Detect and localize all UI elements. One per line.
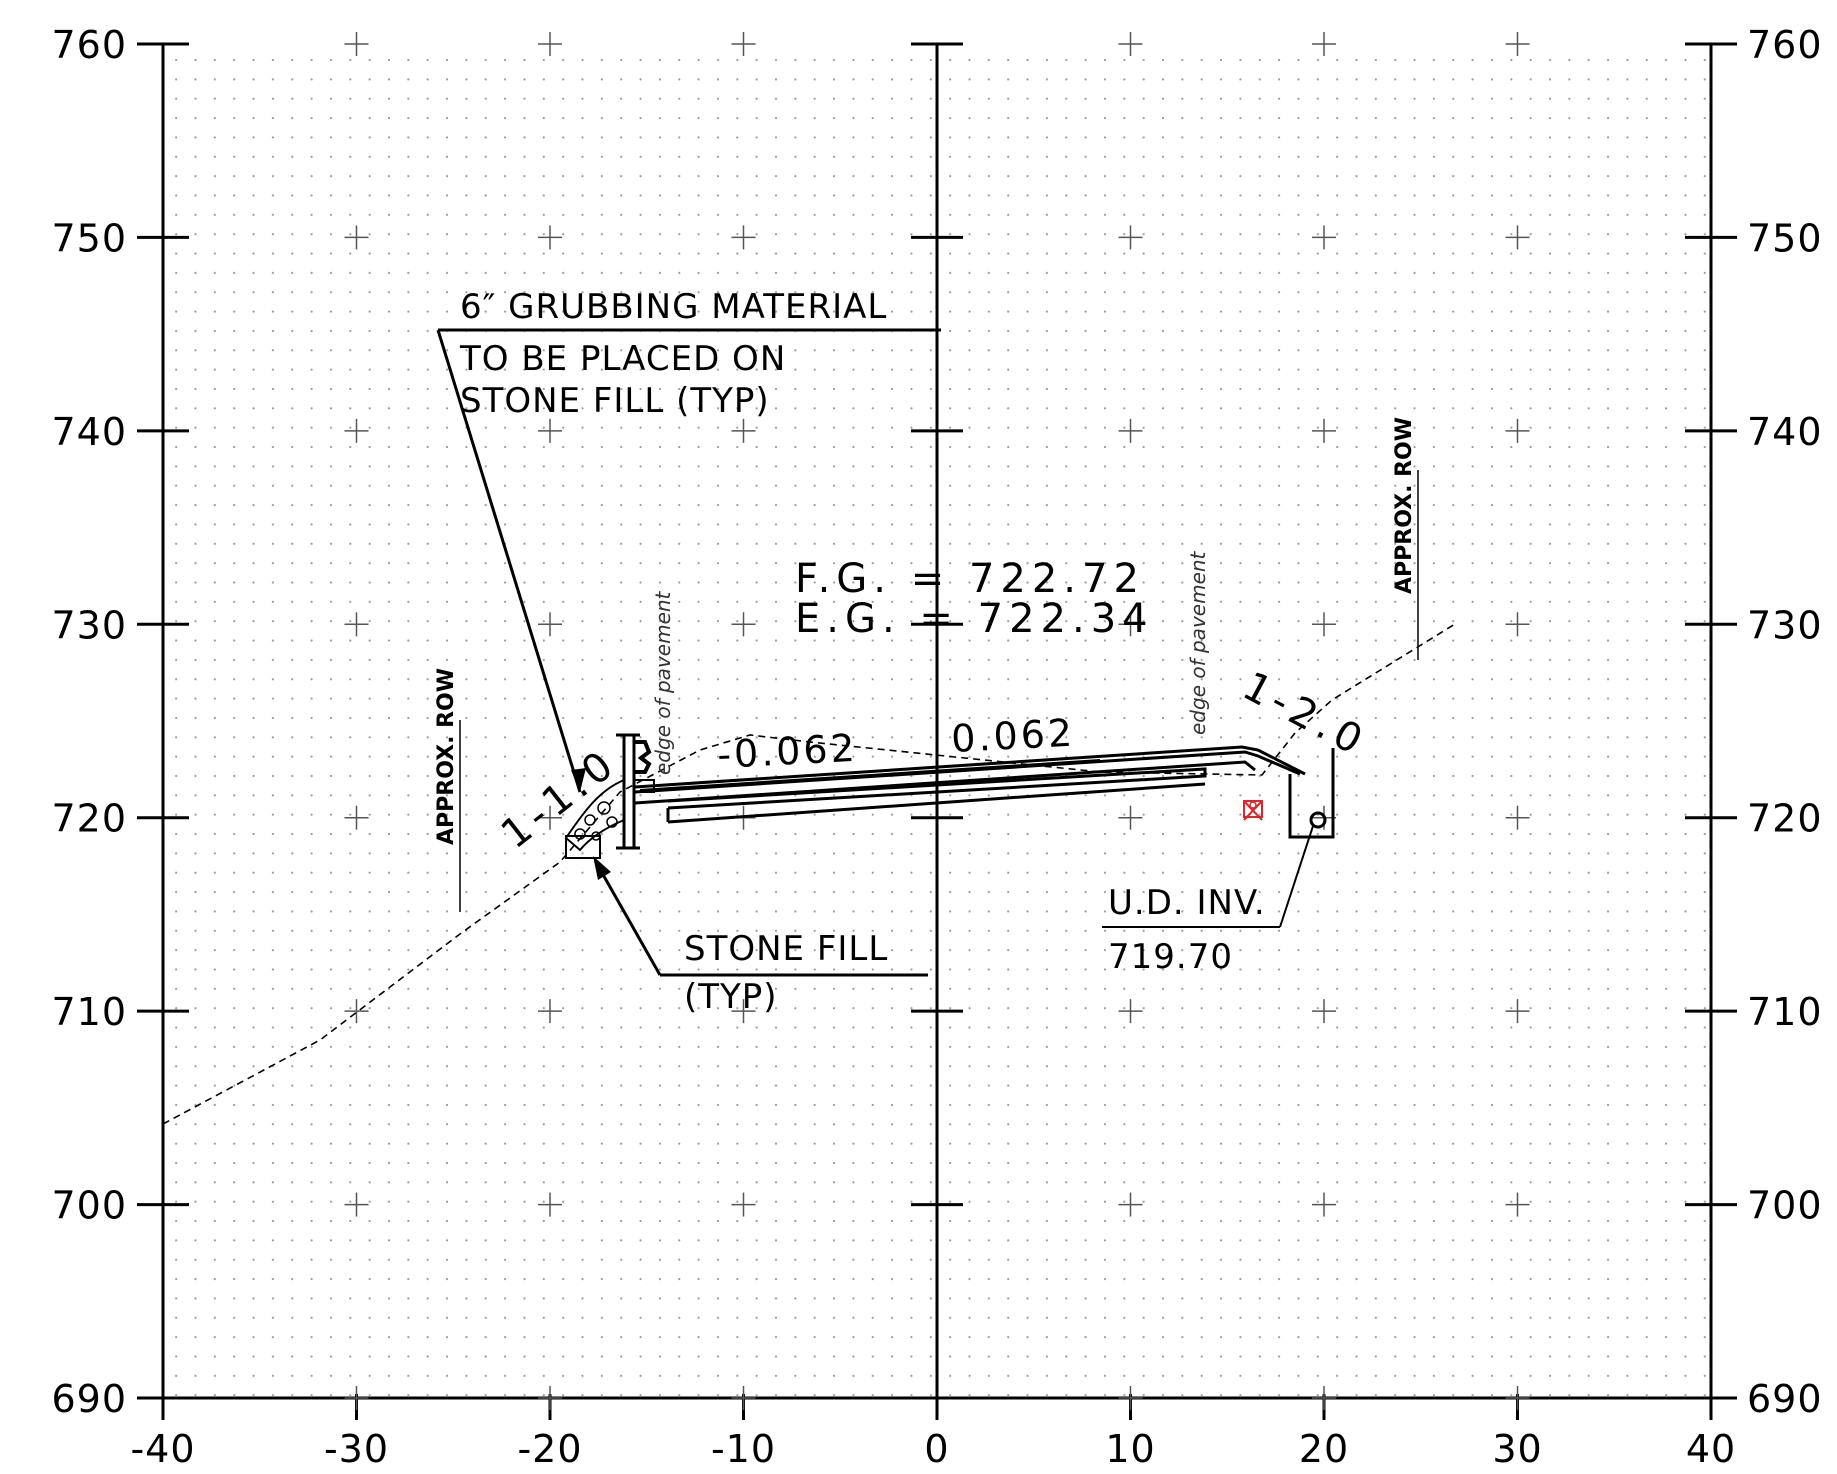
y-tick-label: 730 bbox=[51, 603, 127, 647]
y-tick-label: 750 bbox=[51, 216, 127, 260]
grubbing-note-line3: STONE FILL (TYP) bbox=[460, 381, 770, 421]
y-tick-labels-left: 760 750 740 730 720 710 700 690 bbox=[51, 23, 127, 1421]
slope-left-label: -0.062 bbox=[716, 726, 859, 777]
approx-row-left: APPROX. ROW bbox=[434, 668, 459, 845]
x-tick-labels: -40 -30 -20 -10 0 10 20 30 40 bbox=[130, 1427, 1736, 1471]
tick-marks bbox=[137, 42, 1737, 1420]
y-tick-label: 720 bbox=[1747, 797, 1823, 841]
y-tick-label: 750 bbox=[1747, 216, 1823, 260]
pavement-section bbox=[634, 745, 1306, 824]
y-tick-label: 710 bbox=[1747, 990, 1823, 1034]
x-tick-label: 20 bbox=[1299, 1427, 1349, 1471]
grubbing-leader bbox=[436, 328, 941, 793]
x-tick-label: 10 bbox=[1105, 1427, 1155, 1471]
y-tick-label: 740 bbox=[1747, 410, 1823, 454]
edge-of-pavement-left: edge of pavement bbox=[651, 590, 675, 775]
grid-crosses bbox=[344, 32, 1530, 1410]
ud-inv-label-line1: U.D. INV. bbox=[1108, 883, 1266, 923]
edge-of-pavement-right: edge of pavement bbox=[1186, 550, 1210, 735]
x-tick-label: -40 bbox=[130, 1427, 195, 1471]
y-tick-label: 760 bbox=[51, 23, 127, 67]
y-tick-label: 710 bbox=[51, 990, 127, 1034]
stone-fill-note-line1: STONE FILL bbox=[684, 929, 888, 969]
y-tick-label: 740 bbox=[51, 410, 127, 454]
y-tick-label: 690 bbox=[51, 1377, 127, 1421]
x-tick-label: 0 bbox=[924, 1427, 949, 1471]
stone-fill-leader bbox=[593, 856, 928, 977]
y-tick-label: 700 bbox=[1747, 1184, 1823, 1228]
y-tick-labels-right: 760 750 740 730 720 710 700 690 bbox=[1747, 23, 1823, 1421]
y-tick-label: 720 bbox=[51, 797, 127, 841]
grubbing-note-line2: TO BE PLACED ON bbox=[459, 339, 786, 379]
x-tick-label: -10 bbox=[711, 1427, 776, 1471]
underdrain-pipe bbox=[1309, 811, 1327, 829]
existing-ground-line bbox=[162, 623, 1456, 1125]
grubbing-note-line1: 6″ GRUBBING MATERIAL bbox=[460, 287, 887, 327]
ud-inv-leader bbox=[1102, 825, 1314, 928]
ud-inv-label-line2: 719.70 bbox=[1108, 937, 1233, 977]
stone-fill-note-line2: (TYP) bbox=[684, 977, 778, 1017]
x-tick-label: 30 bbox=[1492, 1427, 1542, 1471]
existing-grade-label: E.G. = 722.34 bbox=[795, 596, 1154, 642]
x-tick-label: -20 bbox=[517, 1427, 582, 1471]
y-tick-label: 730 bbox=[1747, 603, 1823, 647]
slope-right-label: 0.062 bbox=[950, 711, 1076, 761]
approx-row-right: APPROX. ROW bbox=[1392, 417, 1417, 594]
stone-fill bbox=[564, 778, 625, 859]
y-tick-label: 690 bbox=[1747, 1377, 1823, 1421]
y-tick-label: 760 bbox=[1747, 23, 1823, 67]
finished-grade-label: F.G. = 722.72 bbox=[795, 556, 1145, 602]
y-tick-label: 700 bbox=[51, 1184, 127, 1228]
x-tick-label: -30 bbox=[324, 1427, 389, 1471]
red-marker bbox=[1243, 800, 1263, 821]
x-tick-label: 40 bbox=[1686, 1427, 1736, 1471]
right-ditch bbox=[1288, 748, 1335, 839]
